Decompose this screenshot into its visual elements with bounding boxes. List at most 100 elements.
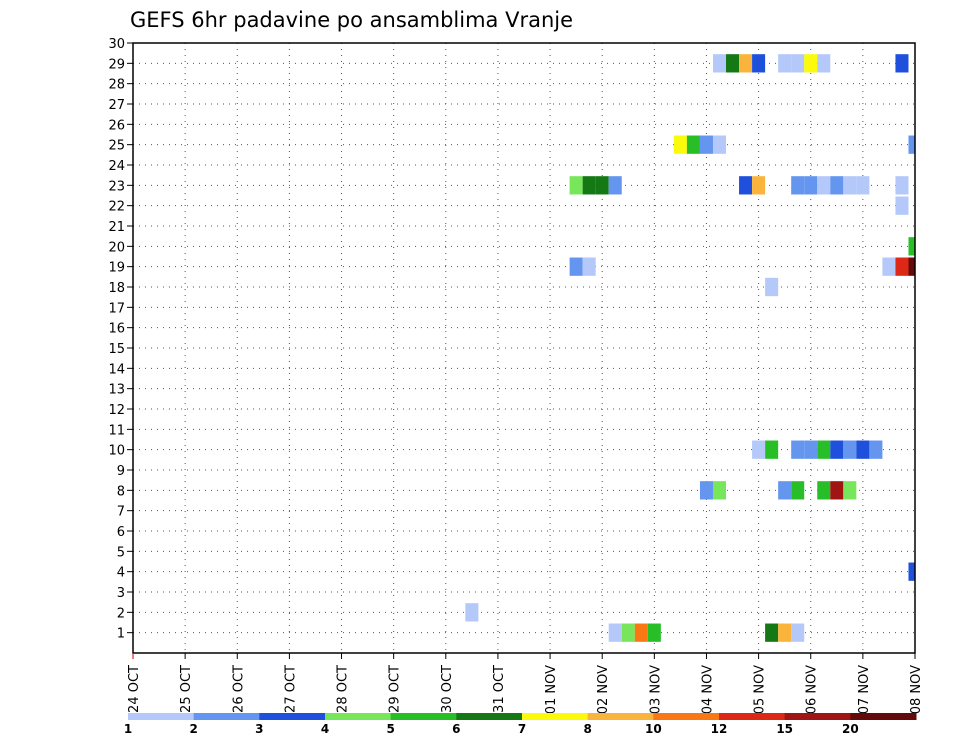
precip-cell [647, 623, 661, 642]
precip-cell [621, 623, 635, 642]
precip-cell [569, 257, 583, 276]
legend-label: 8 [583, 722, 591, 736]
precip-cell [634, 623, 648, 642]
precip-cell [791, 176, 805, 195]
precip-cell [712, 481, 727, 500]
x-tick-label: 01 NOV [544, 665, 559, 714]
y-tick-label: 8 [117, 484, 125, 499]
y-tick-label: 24 [108, 159, 125, 174]
legend-label: 6 [452, 722, 460, 736]
legend-label: 10 [645, 722, 662, 736]
precip-cell [791, 623, 805, 642]
x-tick-label: 07 NOV [857, 665, 872, 714]
x-tick-label: 05 NOV [753, 665, 768, 714]
legend-label: 12 [711, 722, 728, 736]
precip-cell [752, 54, 766, 73]
legend-label: 3 [255, 722, 263, 736]
legend-label: 2 [189, 722, 197, 736]
legend-swatch [522, 713, 589, 720]
x-tick-label: 31 OCT [492, 665, 507, 713]
precip-cell [595, 176, 609, 195]
x-axis-ticks: 24 OCT 25 OCT 26 OCT 27 OCT 28 OCT 29 OCT 30 O… [127, 653, 924, 714]
precip-cell [712, 54, 727, 73]
legend-swatch [259, 713, 326, 720]
y-tick-label: 13 [108, 383, 125, 398]
y-tick-label: 27 [108, 98, 125, 113]
precip-cell [830, 481, 844, 500]
precip-cell [569, 176, 583, 195]
precip-cell [895, 54, 909, 73]
precip-cell [465, 603, 479, 622]
y-tick-label: 10 [108, 444, 125, 459]
y-tick-label: 16 [108, 322, 125, 337]
legend-label: 15 [776, 722, 793, 736]
y-tick-label: 2 [117, 606, 125, 621]
x-tick-label: 27 OCT [283, 665, 298, 713]
legend-swatch [784, 713, 851, 720]
y-tick-label: 11 [108, 423, 125, 438]
precip-cell [817, 176, 831, 195]
precip-cell [765, 623, 779, 642]
legend-swatch [456, 713, 523, 720]
y-tick-label: 9 [117, 464, 125, 479]
y-tick-label: 25 [108, 139, 125, 154]
precip-cell [830, 440, 844, 459]
precip-cell [804, 440, 818, 459]
y-tick-label: 30 [108, 37, 125, 52]
precip-cell [908, 135, 915, 154]
precip-cell [791, 481, 805, 500]
precip-cell [843, 440, 857, 459]
precip-cell [712, 135, 727, 154]
y-tick-label: 7 [117, 505, 125, 520]
x-tick-label: 29 OCT [388, 665, 403, 713]
precip-cell [908, 562, 915, 581]
x-tick-label: 28 OCT [336, 665, 351, 713]
precip-cell [843, 176, 857, 195]
precip-cell [686, 135, 700, 154]
precip-cell [778, 54, 792, 73]
x-tick-label: 03 NOV [648, 665, 663, 714]
precip-cell [752, 440, 766, 459]
precip-cell [843, 481, 857, 500]
legend-swatch [587, 713, 654, 720]
y-tick-label: 5 [117, 545, 125, 560]
y-tick-label: 19 [108, 261, 125, 276]
precip-cell [908, 257, 915, 276]
precip-cell [804, 176, 818, 195]
x-tick-label: 04 NOV [700, 665, 715, 714]
precip-cell [778, 481, 792, 500]
chart-title: GEFS 6hr padavine po ansamblima Vranje [130, 8, 573, 32]
y-tick-label: 21 [108, 220, 125, 235]
precip-cell [699, 135, 713, 154]
y-tick-label: 28 [108, 78, 125, 93]
precip-cell [791, 440, 805, 459]
y-tick-label: 17 [108, 301, 125, 316]
precip-cell [739, 54, 753, 73]
y-tick-label: 23 [108, 179, 125, 194]
precip-cell [582, 257, 596, 276]
precip-cell [817, 481, 831, 500]
legend-label: 4 [321, 722, 329, 736]
precip-cell [817, 440, 831, 459]
precip-cell [869, 440, 883, 459]
x-tick-label: 08 NOV [909, 665, 924, 714]
grid-lines [133, 42, 915, 653]
legend-label: 20 [842, 722, 859, 736]
precip-cell [726, 54, 740, 73]
precip-cell [752, 176, 766, 195]
x-tick-label: 25 OCT [179, 665, 194, 713]
precip-cell [765, 277, 779, 297]
y-tick-label: 18 [108, 281, 125, 296]
y-tick-label: 1 [117, 627, 125, 642]
y-tick-label: 6 [117, 525, 125, 540]
precip-cell [739, 176, 753, 195]
precip-cell [791, 54, 805, 73]
precip-cell [608, 176, 622, 195]
x-tick-label: 02 NOV [596, 665, 611, 714]
legend-swatch [128, 713, 195, 720]
precip-cell [778, 623, 792, 642]
precip-cell [699, 481, 713, 500]
precip-cell [895, 257, 909, 276]
precip-cell [908, 237, 915, 256]
